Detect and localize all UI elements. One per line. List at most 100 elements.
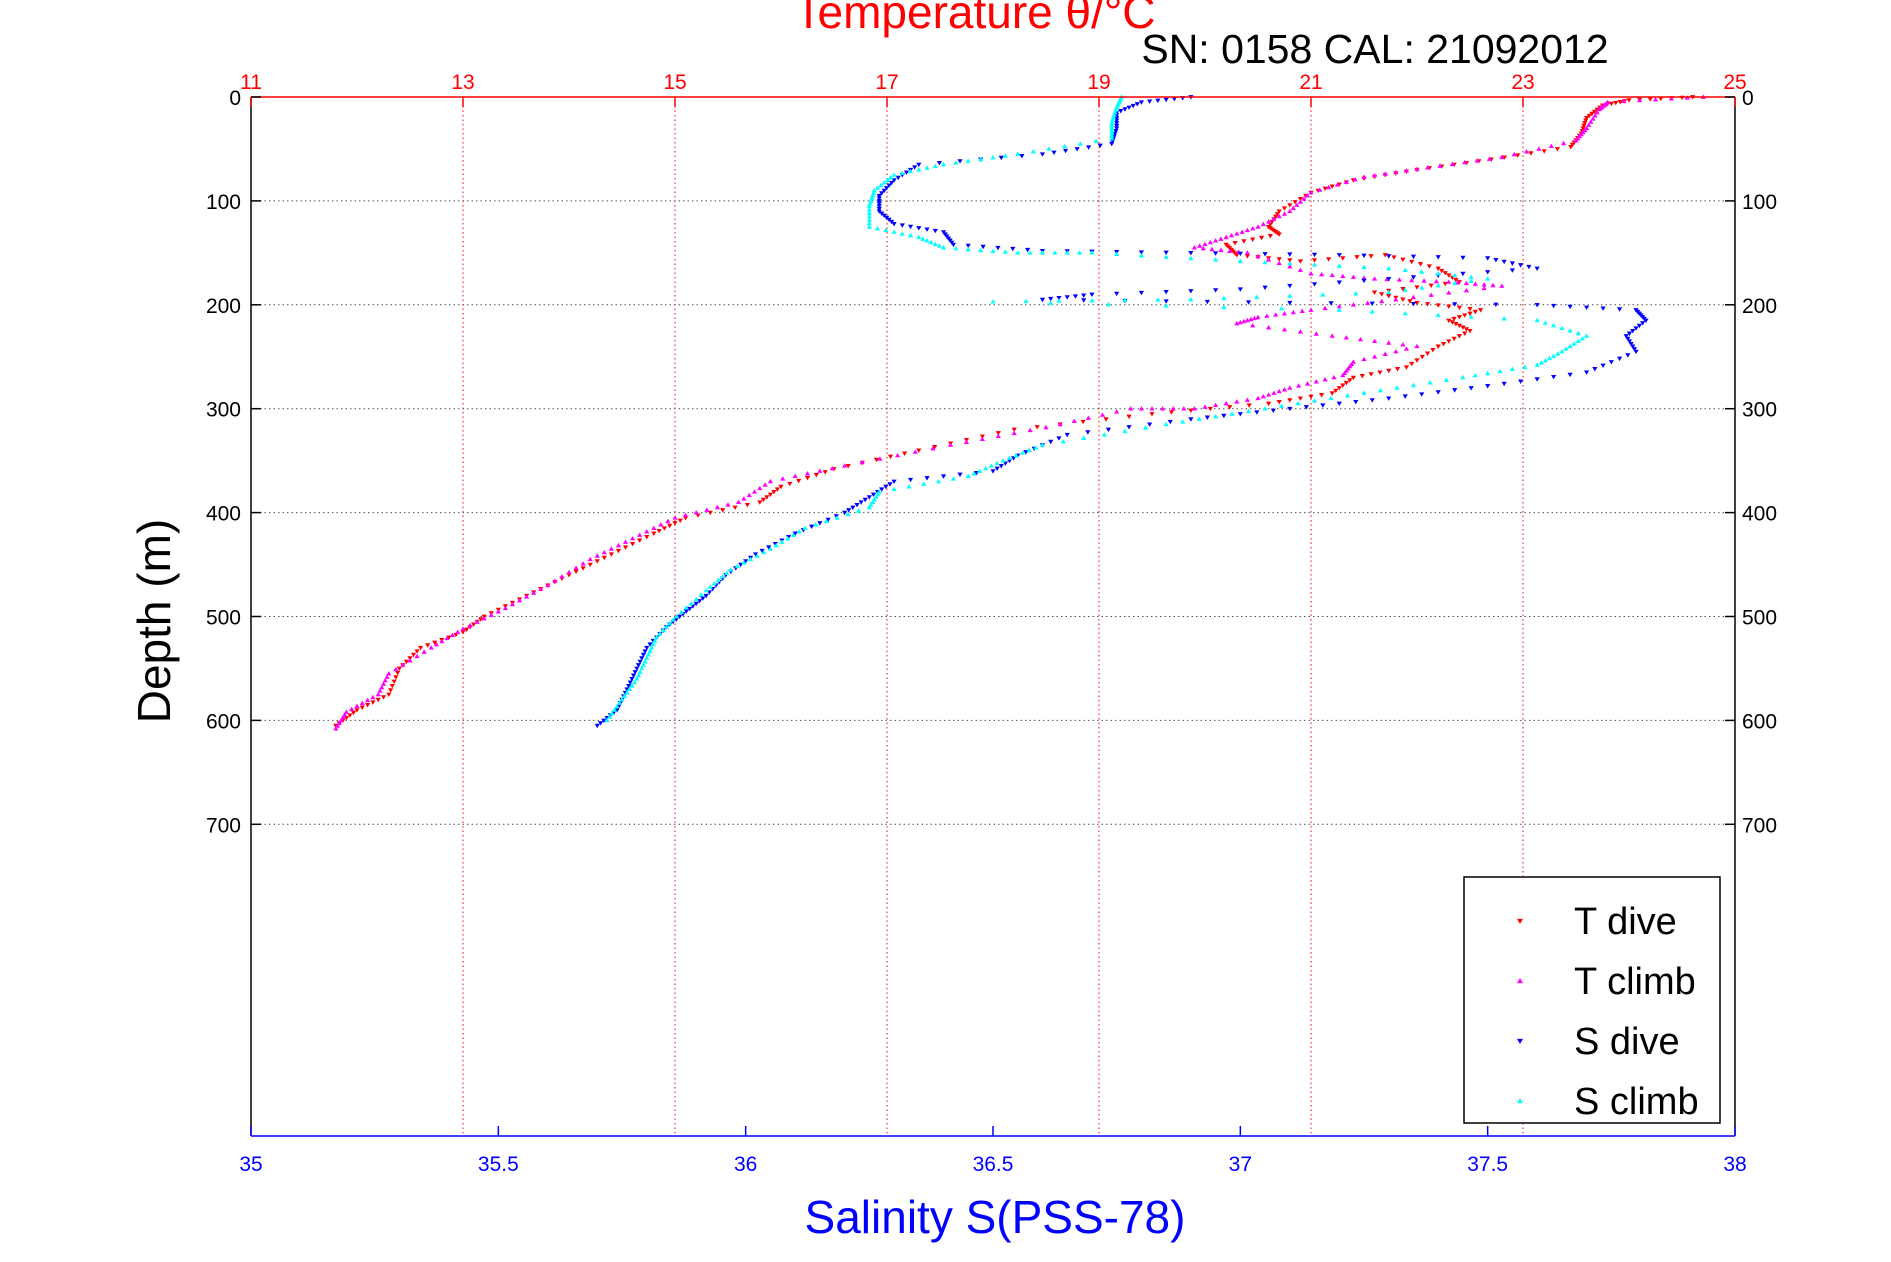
data-point bbox=[478, 617, 484, 622]
data-point bbox=[817, 468, 823, 473]
data-point bbox=[640, 652, 647, 658]
data-point bbox=[1273, 214, 1279, 220]
data-point bbox=[1064, 250, 1070, 255]
data-point bbox=[1122, 107, 1128, 112]
data-point bbox=[707, 584, 713, 589]
data-point bbox=[1428, 283, 1434, 289]
data-point bbox=[1468, 274, 1474, 279]
data-point bbox=[1396, 277, 1402, 282]
data-point bbox=[1163, 97, 1169, 103]
data-point bbox=[1573, 138, 1579, 143]
data-point bbox=[370, 700, 376, 705]
data-point bbox=[1528, 151, 1534, 156]
data-point bbox=[580, 566, 586, 571]
data-point bbox=[891, 486, 897, 492]
legend-label: S dive bbox=[1574, 1021, 1680, 1063]
data-point bbox=[652, 638, 658, 643]
data-point bbox=[622, 545, 629, 550]
data-point bbox=[672, 521, 678, 526]
data-point bbox=[642, 649, 648, 654]
data-point bbox=[1167, 419, 1173, 425]
data-point bbox=[1308, 307, 1314, 312]
data-point bbox=[1244, 227, 1250, 233]
data-point bbox=[1382, 171, 1388, 176]
data-point bbox=[854, 502, 860, 508]
data-point bbox=[1608, 360, 1614, 365]
data-point bbox=[453, 632, 459, 638]
data-point bbox=[1076, 250, 1083, 255]
data-point bbox=[760, 497, 766, 503]
data-point bbox=[916, 226, 922, 231]
data-point bbox=[1244, 254, 1250, 259]
data-point bbox=[895, 452, 901, 458]
data-point bbox=[391, 679, 397, 685]
data-point bbox=[906, 484, 912, 489]
data-point bbox=[982, 465, 989, 471]
data-point bbox=[746, 492, 752, 498]
data-point bbox=[899, 170, 905, 176]
data-point bbox=[1446, 290, 1452, 295]
data-point bbox=[1081, 435, 1087, 440]
data-point bbox=[1046, 146, 1052, 151]
data-point bbox=[1326, 184, 1332, 190]
data-point bbox=[1467, 311, 1473, 317]
data-point bbox=[354, 708, 360, 713]
data-point bbox=[1561, 140, 1567, 146]
data-point bbox=[1460, 325, 1466, 330]
chart-subtitle: SN: 0158 CAL: 21092012 bbox=[1141, 26, 1608, 72]
data-point bbox=[683, 512, 689, 518]
data-point bbox=[995, 433, 1001, 439]
data-point bbox=[644, 645, 650, 651]
data-point bbox=[1439, 268, 1445, 274]
data-point bbox=[1369, 309, 1375, 314]
data-point bbox=[615, 548, 622, 554]
data-point bbox=[545, 582, 551, 588]
data-point bbox=[1254, 410, 1260, 415]
data-point bbox=[767, 492, 773, 498]
data-point bbox=[1002, 461, 1008, 466]
data-point bbox=[1534, 266, 1540, 272]
data-point bbox=[1569, 142, 1576, 148]
data-point bbox=[1266, 401, 1272, 407]
data-point bbox=[414, 649, 420, 654]
data-point bbox=[336, 720, 342, 725]
data-point bbox=[1048, 296, 1054, 302]
data-point bbox=[1048, 300, 1054, 305]
data-point bbox=[1567, 304, 1573, 310]
data-point bbox=[1281, 387, 1288, 392]
data-point bbox=[1336, 280, 1342, 285]
data-point bbox=[1361, 356, 1367, 362]
depth-tick-label-right: 100 bbox=[1742, 191, 1777, 214]
data-point bbox=[1442, 271, 1448, 276]
data-point bbox=[1501, 381, 1507, 387]
data-point bbox=[665, 518, 671, 524]
data-point bbox=[1625, 336, 1631, 342]
data-point bbox=[757, 500, 763, 505]
data-point bbox=[1410, 382, 1417, 388]
legend: T dive T climb S dive S climb bbox=[1463, 876, 1721, 1124]
data-point bbox=[481, 615, 487, 621]
data-point bbox=[1386, 293, 1392, 299]
data-point bbox=[1446, 279, 1452, 284]
data-point bbox=[921, 481, 927, 486]
data-point bbox=[874, 185, 881, 190]
data-point bbox=[1372, 276, 1378, 281]
data-point bbox=[1020, 450, 1026, 455]
data-point bbox=[566, 569, 572, 575]
data-point bbox=[1446, 318, 1452, 323]
data-point bbox=[1006, 455, 1013, 460]
depth-tick-label-left: 100 bbox=[206, 191, 241, 214]
data-point bbox=[1372, 338, 1378, 343]
data-point bbox=[764, 495, 770, 500]
data-point bbox=[1463, 327, 1470, 332]
data-point bbox=[1077, 141, 1083, 146]
data-point bbox=[1616, 356, 1623, 362]
data-point bbox=[1485, 384, 1491, 389]
data-point bbox=[1509, 268, 1515, 273]
data-point bbox=[1267, 234, 1273, 239]
data-point bbox=[1255, 253, 1261, 259]
data-point bbox=[1435, 390, 1441, 395]
data-point bbox=[639, 665, 645, 671]
depth-tick-label-left: 600 bbox=[206, 710, 241, 733]
data-point bbox=[1460, 255, 1466, 261]
